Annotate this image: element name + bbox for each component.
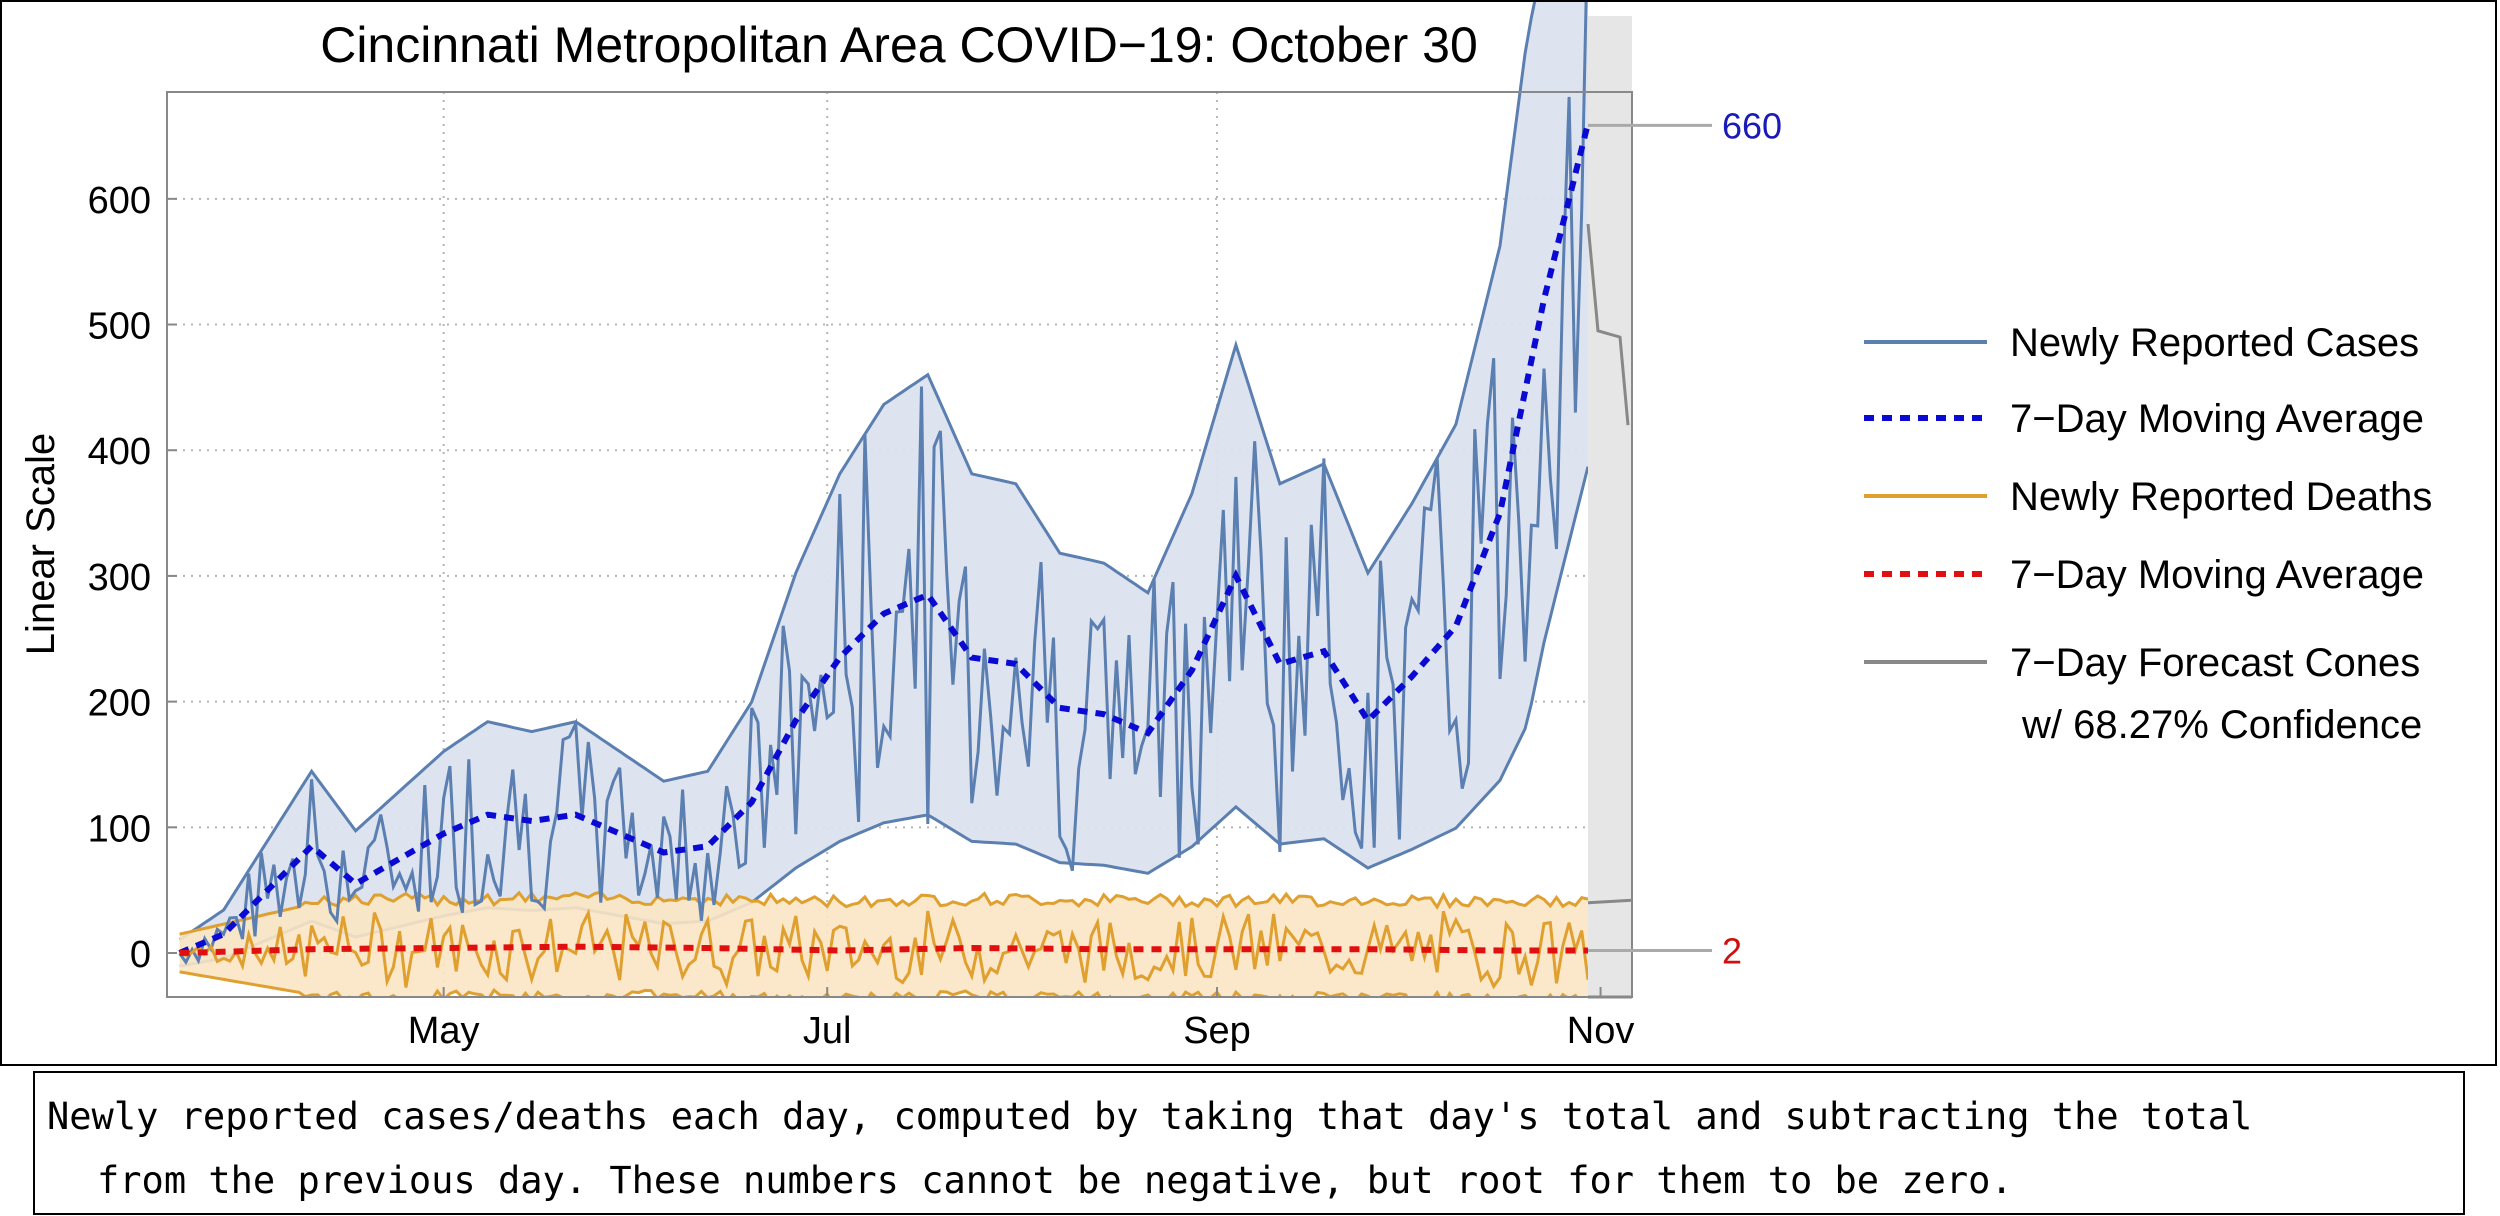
forecast-region xyxy=(1587,16,1632,997)
x-axis: May Jul Sep Nov xyxy=(408,987,1635,1052)
caption-line-1: Newly reported cases/deaths each day, co… xyxy=(47,1095,2253,1138)
y-axis-label: Linear Scale xyxy=(19,433,63,655)
cases-band xyxy=(179,2,1588,967)
newly-reported-deaths-line xyxy=(178,908,1590,990)
caption-line-2: from the previous day. These numbers can… xyxy=(97,1159,2013,1202)
plot-frame xyxy=(166,91,1633,998)
annotation-label: 660 xyxy=(1722,105,1782,146)
x-tick-label: Nov xyxy=(1567,1010,1635,1052)
annotation-label: 2 xyxy=(1722,930,1742,971)
annotations: 660 2 xyxy=(1587,105,1782,971)
caption: Newly reported cases/deaths each day, co… xyxy=(47,1085,2449,1213)
y-axis: 0 100 200 300 400 500 600 xyxy=(88,180,177,976)
moving-averages xyxy=(178,122,1591,956)
legend-label: Newly Reported Deaths xyxy=(2010,475,2432,519)
y-tick-label: 600 xyxy=(88,180,151,222)
x-tick-label: Sep xyxy=(1183,1010,1251,1052)
y-tick-label: 100 xyxy=(88,808,151,850)
chart-title: Cincinnati Metropolitan Area COVID−19: O… xyxy=(320,17,1478,73)
legend: Newly Reported Cases 7−Day Moving Average… xyxy=(1864,321,2432,747)
deaths-moving-average-line xyxy=(179,943,1588,956)
cases-moving-average-line xyxy=(178,122,1591,956)
x-tick-label: Jul xyxy=(803,1010,852,1052)
raw-series xyxy=(178,2,1590,990)
legend-label: 7−Day Moving Average xyxy=(2010,397,2424,441)
y-tick-label: 0 xyxy=(130,934,151,976)
newly-reported-cases-line xyxy=(178,2,1588,966)
y-tick-label: 400 xyxy=(88,431,151,473)
y-tick-label: 300 xyxy=(88,557,151,599)
y-tick-label: 500 xyxy=(88,306,151,348)
chart-frame: 0 100 200 300 400 500 600 May Jul Sep Nov 660 2 Ci… xyxy=(0,0,2497,1066)
forecast-cone-deaths-upper xyxy=(1587,898,1633,905)
chart-svg: 0 100 200 300 400 500 600 May Jul Sep Nov 660 2 Ci… xyxy=(19,2,2432,1052)
forecast-cone-cases xyxy=(1586,223,1630,426)
legend-label: 7−Day Moving Average xyxy=(2010,553,2424,597)
y-tick-label: 200 xyxy=(88,683,151,725)
deaths-band-upper xyxy=(179,890,1589,936)
caption-box: Newly reported cases/deaths each day, co… xyxy=(33,1071,2465,1215)
cases-band-upper xyxy=(178,2,1537,942)
legend-label: Newly Reported Cases xyxy=(2010,321,2419,365)
x-tick-label: May xyxy=(408,1010,480,1052)
legend-label: w/ 68.27% Confidence xyxy=(2021,703,2422,747)
legend-label: 7−Day Forecast Cones xyxy=(2010,641,2420,685)
